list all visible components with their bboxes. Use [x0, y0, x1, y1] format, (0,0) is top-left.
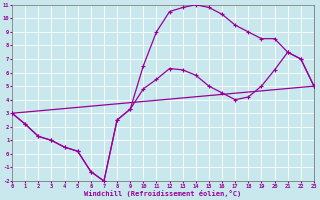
X-axis label: Windchill (Refroidissement éolien,°C): Windchill (Refroidissement éolien,°C) [84, 190, 242, 197]
